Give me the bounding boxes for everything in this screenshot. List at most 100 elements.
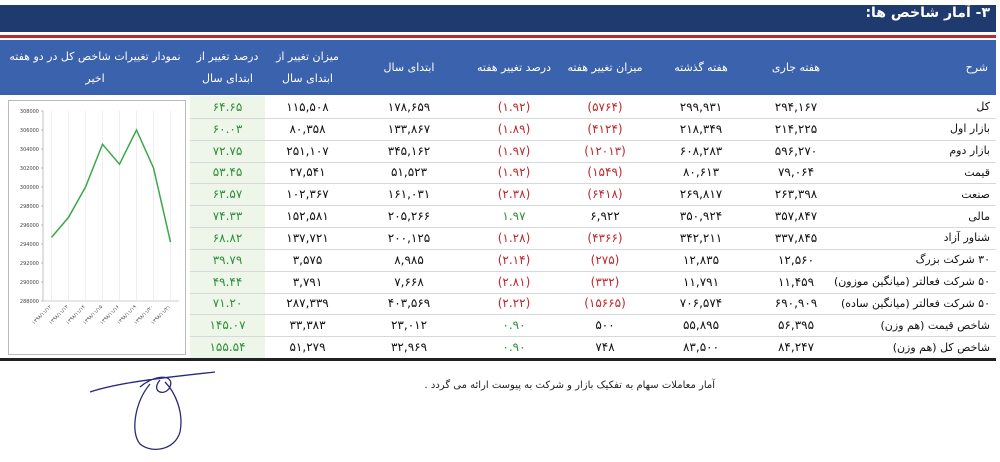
column-header: هفته گذشته	[674, 60, 728, 74]
table-cell: ۱۵۵.۵۴	[209, 340, 246, 355]
table-cell: ۷۰۶,۵۷۴	[679, 296, 723, 311]
table-cell: (۲۷۵)	[590, 252, 620, 267]
table-cell: ۳۹.۷۹	[212, 252, 243, 267]
table-cell: ۶۸.۸۲	[212, 230, 243, 245]
table-cell: ۳,۷۹۱	[292, 274, 323, 289]
row-separator	[190, 227, 996, 228]
table-cell: (۱.۹۷)	[497, 143, 531, 158]
table-cell: ۷۱.۲۰	[212, 296, 243, 311]
column-header: درصد تغییر از ابتدای سال	[196, 49, 259, 85]
table-cell: ۵۳.۴۵	[212, 165, 243, 180]
y-tick-label: 296000	[20, 223, 39, 229]
table-bottom-rule	[0, 358, 996, 361]
y-tick-label: 290000	[20, 280, 39, 286]
table-cell: ۱۱,۴۵۹	[777, 274, 815, 289]
title-bar	[0, 5, 996, 32]
table-cell: ۵۹۶,۲۷۰	[774, 143, 818, 158]
table-cell: ۱۶۱,۰۳۱	[387, 187, 431, 202]
footnote: آمار معاملات سهام به تفکیک بازار و شرکت …	[424, 380, 715, 391]
table-cell: ۱۱,۷۹۱	[682, 274, 720, 289]
table-cell: ۲۶۹,۸۱۷	[679, 187, 723, 202]
row-separator	[190, 205, 996, 207]
y-tick-label: 308000	[20, 109, 39, 115]
column-header: میزان تغییر از ابتدای سال	[276, 49, 339, 85]
row-separator	[190, 161, 996, 163]
table-cell: ۱۳۳,۸۶۷	[387, 121, 431, 136]
y-tick-label: 304000	[20, 147, 39, 153]
table-cell: ۱۷۸,۶۵۹	[387, 99, 431, 114]
table-cell: ۲۶۳,۳۹۸	[774, 187, 818, 202]
table-cell: ۳۵۷,۸۴۷	[774, 209, 818, 224]
table-cell: ۴۰۳,۵۶۹	[387, 296, 431, 311]
row-label: بازار اول	[950, 122, 990, 136]
table-cell: ۶,۹۲۲	[590, 209, 620, 224]
table-cell: ۸۰,۶۱۳	[682, 165, 720, 180]
column-header: میزان تغییر هفته	[567, 60, 643, 74]
table-cell: ۶۴.۶۵	[212, 99, 243, 114]
table-cell: ۶۰.۰۳	[212, 121, 243, 136]
row-separator	[190, 314, 996, 316]
title-underline	[0, 35, 996, 38]
row-label: شناور آزاد	[943, 231, 990, 245]
table-cell: ۲۹۹,۹۳۱	[679, 99, 723, 114]
y-tick-label: 294000	[20, 242, 39, 248]
table-cell: ۲۹۴,۱۶۷	[774, 99, 818, 114]
table-cell: (۱.۹۲)	[497, 99, 531, 114]
table-cell: ۵۱,۲۷۹	[289, 340, 326, 355]
table-cell: (۲.۱۴)	[497, 252, 531, 267]
row-separator	[190, 270, 996, 272]
table-cell: (۵۷۶۴)	[587, 99, 623, 114]
table-cell: ۳۴۵,۱۶۲	[387, 143, 431, 158]
row-label: بازار دوم	[949, 144, 990, 158]
table-cell: ۶۹۰,۹۰۹	[774, 296, 818, 311]
table-cell: ۸۰,۳۵۸	[289, 121, 326, 136]
row-label: قیمت	[964, 165, 990, 179]
table-cell: ۸۳,۵۰۰	[682, 340, 720, 355]
chart: 288000 290000 292000 294000 296000 298000 3000…	[20, 109, 179, 326]
table-cell: ۲۳,۰۱۲	[390, 318, 428, 333]
signature	[89, 371, 216, 450]
table-cell: ۱۰۲,۳۶۷	[286, 187, 329, 202]
chart-box: 288000 290000 292000 294000 296000 298000 3000…	[8, 100, 186, 355]
table-cell: ۱۳۷,۷۲۱	[286, 230, 329, 245]
y-tick-label: 302000	[20, 166, 39, 172]
table-cell: ۵۶,۳۹۵	[777, 318, 815, 333]
table-cell: ۸۴,۲۴۷	[777, 340, 815, 355]
column-header: درصد تغییر هفته	[477, 60, 551, 74]
table-cell: ۲۸۷,۳۳۹	[286, 296, 329, 311]
y-tick-label: 300000	[20, 185, 39, 191]
y-tick-label: 288000	[20, 299, 39, 305]
table-cell: ۳,۵۷۵	[292, 252, 323, 267]
row-label: صنعت	[961, 187, 990, 201]
table-cell: ۰.۹۰	[502, 340, 526, 355]
table-header	[0, 40, 996, 95]
table-cell: ۳۲,۹۶۹	[390, 340, 428, 355]
table-cell: ۳۳۷,۸۴۵	[774, 230, 818, 245]
row-label: ۵۰ شرکت فعالتر (میانگین ساده)	[840, 296, 990, 310]
y-tick-label: 298000	[20, 204, 39, 210]
y-tick-label: 292000	[20, 261, 39, 267]
table-cell: (۱۲۰۱۳)	[584, 143, 626, 158]
table-cell: ۶۳.۵۷	[212, 187, 243, 202]
row-separator	[190, 292, 996, 294]
table-cell: ۲۱۸,۳۴۹	[679, 121, 723, 136]
table-cell: (۲.۳۸)	[497, 187, 531, 202]
row-label: ۳۰ شرکت بزرگ	[915, 253, 990, 267]
table-cell: ۳۵۰,۹۲۴	[679, 209, 723, 224]
table-cell: ۵۰۰	[595, 318, 615, 333]
section-title: ۳- آمار شاخص ها:	[865, 5, 990, 21]
table-cell: ۷,۶۶۸	[394, 274, 424, 289]
table-cell: ۰.۹۰	[502, 318, 526, 333]
row-label: ۵۰ شرکت فعالتر (میانگین موزون)	[833, 275, 990, 289]
table-cell: ۲۰۰,۱۲۵	[387, 230, 431, 245]
table-cell: ۱.۹۷	[502, 209, 526, 224]
row-separator	[190, 336, 996, 338]
table-cell: (۱.۹۲)	[497, 165, 531, 180]
column-header: نمودار تغییرات شاخص کل در دو هفته اخیر	[9, 49, 181, 85]
row-separator	[190, 117, 996, 119]
row-separator	[190, 183, 996, 185]
table-cell: ۷۴۸	[595, 340, 615, 355]
table-cell: ۴۹.۴۴	[212, 274, 243, 289]
table-cell: ۱۴۵.۰۷	[209, 318, 246, 333]
